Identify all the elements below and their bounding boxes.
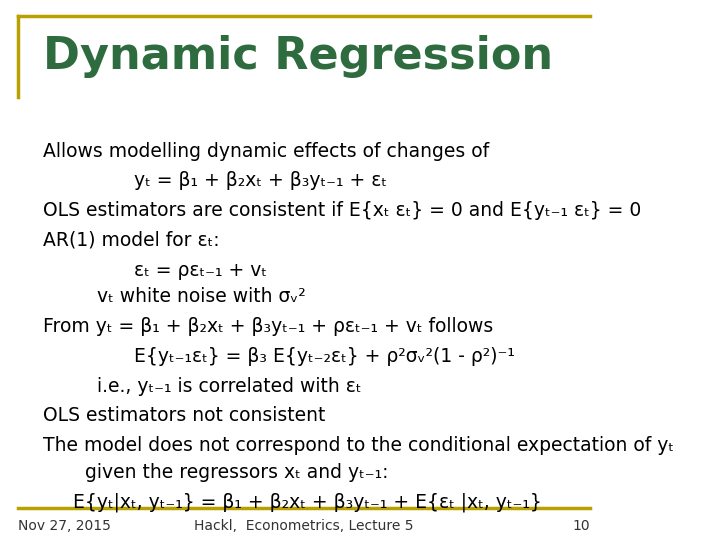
Text: Dynamic Regression: Dynamic Regression [42,35,553,78]
Text: εₜ = ρεₜ₋₁ + vₜ: εₜ = ρεₜ₋₁ + vₜ [134,260,266,280]
Text: The model does not correspond to the conditional expectation of yₜ: The model does not correspond to the con… [42,436,673,455]
Text: E{yₜ|xₜ, yₜ₋₁} = β₁ + β₂xₜ + β₃yₜ₋₁ + E{εₜ |xₜ, yₜ₋₁}: E{yₜ|xₜ, yₜ₋₁} = β₁ + β₂xₜ + β₃yₜ₋₁ + E{… [73,492,541,512]
Text: Allows modelling dynamic effects of changes of: Allows modelling dynamic effects of chan… [42,141,495,161]
Text: Nov 27, 2015: Nov 27, 2015 [18,519,111,534]
Text: OLS estimators are consistent if E{xₜ εₜ} = 0 and E{yₜ₋₁ εₜ} = 0: OLS estimators are consistent if E{xₜ εₜ… [42,201,641,220]
Text: E{yₜ₋₁εₜ} = β₃ E{yₜ₋₂εₜ} + ρ²σᵥ²(1 - ρ²)⁻¹: E{yₜ₋₁εₜ} = β₃ E{yₜ₋₂εₜ} + ρ²σᵥ²(1 - ρ²)… [134,347,515,366]
Text: 10: 10 [572,519,590,534]
Text: given the regressors xₜ and yₜ₋₁:: given the regressors xₜ and yₜ₋₁: [85,463,389,482]
Text: AR(1) model for εₜ:: AR(1) model for εₜ: [42,231,219,250]
Text: From yₜ = β₁ + β₂xₜ + β₃yₜ₋₁ + ρεₜ₋₁ + vₜ follows: From yₜ = β₁ + β₂xₜ + β₃yₜ₋₁ + ρεₜ₋₁ + v… [42,317,492,336]
Text: yₜ = β₁ + β₂xₜ + β₃yₜ₋₁ + εₜ: yₜ = β₁ + β₂xₜ + β₃yₜ₋₁ + εₜ [134,171,387,191]
Text: OLS estimators not consistent: OLS estimators not consistent [42,406,325,426]
Text: Hackl,  Econometrics, Lecture 5: Hackl, Econometrics, Lecture 5 [194,519,414,534]
Text: vₜ white noise with σᵥ²: vₜ white noise with σᵥ² [97,287,306,307]
Text: i.e., yₜ₋₁ is correlated with εₜ: i.e., yₜ₋₁ is correlated with εₜ [97,376,361,396]
